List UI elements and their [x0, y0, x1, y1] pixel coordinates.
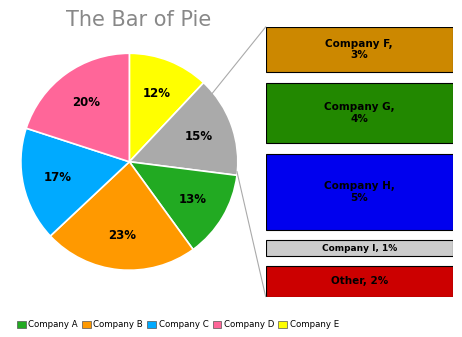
Text: Company F,
3%: Company F, 3%	[325, 39, 393, 60]
Wedge shape	[26, 53, 129, 162]
Text: The Bar of Pie: The Bar of Pie	[66, 10, 211, 30]
Wedge shape	[129, 162, 237, 249]
Text: Other, 2%: Other, 2%	[331, 276, 388, 286]
Text: Company G,
4%: Company G, 4%	[324, 102, 395, 124]
Bar	[266, 83, 453, 144]
Wedge shape	[50, 162, 193, 270]
Bar	[266, 266, 453, 297]
Text: Company I, 1%: Company I, 1%	[322, 244, 397, 252]
Text: Company H,
5%: Company H, 5%	[324, 181, 395, 203]
Text: 12%: 12%	[142, 87, 170, 100]
Legend: Company A, Company B, Company C, Company D, Company E: Company A, Company B, Company C, Company…	[13, 317, 342, 333]
Wedge shape	[129, 53, 204, 162]
Text: 15%: 15%	[185, 130, 213, 143]
Wedge shape	[129, 83, 238, 175]
Bar	[266, 154, 453, 230]
Bar	[266, 241, 453, 255]
Text: 23%: 23%	[109, 229, 136, 242]
Bar	[266, 27, 453, 72]
Wedge shape	[21, 128, 129, 236]
Text: 20%: 20%	[72, 96, 100, 109]
Text: 13%: 13%	[179, 193, 207, 206]
Text: 17%: 17%	[43, 171, 71, 184]
